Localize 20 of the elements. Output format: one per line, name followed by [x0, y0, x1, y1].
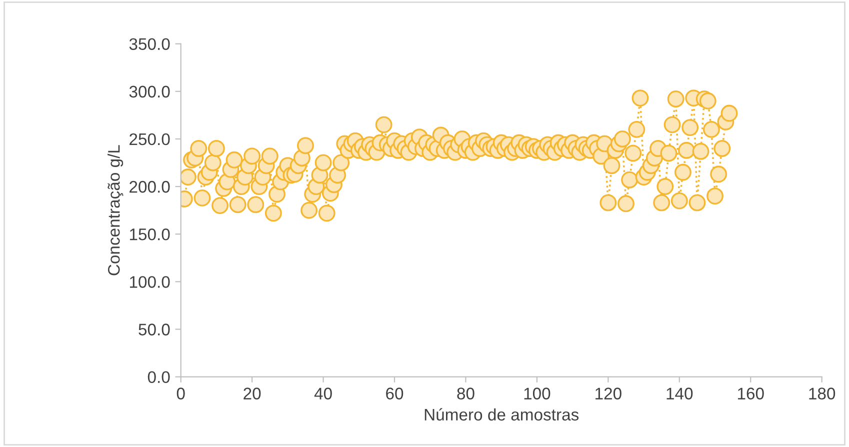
y-tick-label: 350.0	[129, 38, 170, 50]
y-tick-label: 250.0	[130, 133, 170, 146]
x-tick-label: 120	[596, 388, 622, 400]
y-tick-label: 0.0	[148, 371, 170, 384]
x-tick-label: 140	[666, 388, 693, 400]
x-tick-label: 180	[809, 388, 836, 400]
y-axis-title: Concentração g/L	[108, 145, 124, 276]
y-tick-label: 50.0	[138, 324, 170, 336]
x-tick-label: 20	[244, 388, 261, 400]
x-tick-label: 60	[386, 388, 404, 400]
y-tick-label: 100.0	[130, 276, 170, 288]
y-tick-label: 300.0	[129, 86, 170, 98]
x-tick-label: 0	[176, 388, 185, 400]
y-tick-label: 150.0	[130, 228, 170, 240]
x-axis-title: Número de amostras	[424, 408, 579, 421]
x-tick-label: 160	[738, 388, 764, 400]
x-tick-label: 80	[457, 388, 474, 400]
x-tick-label: 100	[524, 388, 550, 400]
x-tick-label: 40	[314, 388, 332, 400]
y-tick-label: 200.0	[130, 180, 170, 193]
